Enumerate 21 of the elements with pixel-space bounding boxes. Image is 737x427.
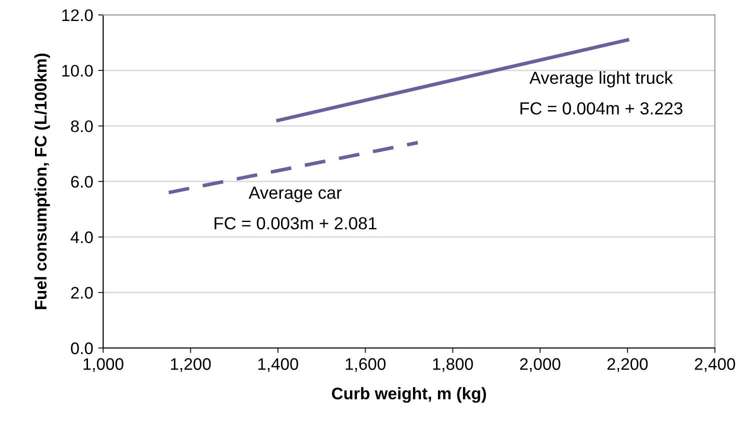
y-tick-label: 2.0 xyxy=(71,286,93,299)
y-axis-title: Fuel consumption, FC (L/100km) xyxy=(34,54,50,310)
y-tick-label: 4.0 xyxy=(70,231,93,244)
x-axis-title: Curb weight, m (kg) xyxy=(332,387,486,403)
annotation: FC = 0.003m + 2.081 xyxy=(214,217,376,230)
x-tick-label: 2,200 xyxy=(607,358,648,372)
y-tick-label: 12.0 xyxy=(62,9,93,22)
annotation: FC = 0.004m + 3.223 xyxy=(520,102,682,115)
series-label: Average light truck xyxy=(529,71,673,88)
x-tick-label: 2,000 xyxy=(520,358,560,372)
x-tick-label: 2,400 xyxy=(694,358,736,372)
series-label: Average car xyxy=(248,186,342,202)
y-tick-label: 10.0 xyxy=(62,64,93,77)
x-tick-label: 1,800 xyxy=(433,358,473,372)
x-tick-label: 1,000 xyxy=(84,358,124,372)
y-tick-label: 0.0 xyxy=(70,342,93,354)
y-tick-label: 8.0 xyxy=(71,120,93,132)
x-tick-label: 1,200 xyxy=(170,358,211,372)
y-tick-label: 6.0 xyxy=(71,176,93,188)
x-tick-label: 1,600 xyxy=(346,358,386,372)
x-tick-label: 1,400 xyxy=(258,358,298,372)
